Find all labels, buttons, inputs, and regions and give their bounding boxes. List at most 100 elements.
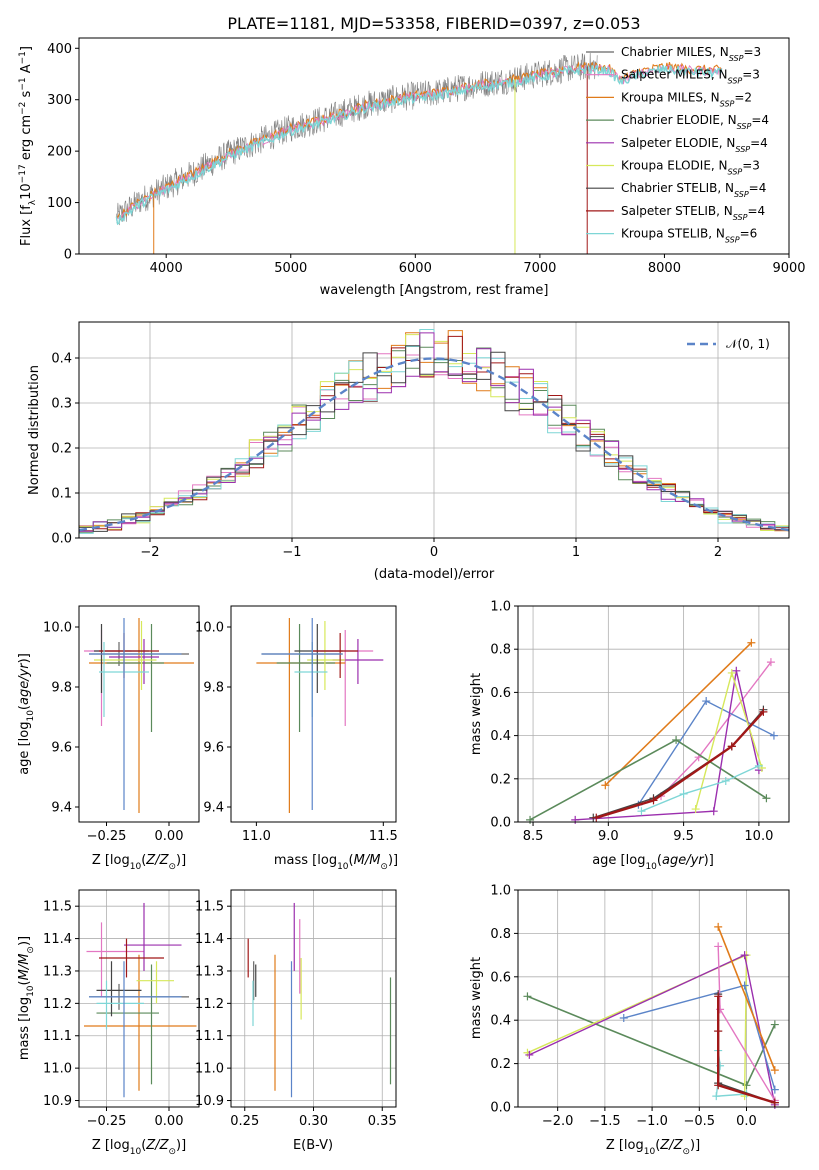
y-tick-label: 9.8 [51,681,72,696]
label-part: ( [141,853,146,868]
series-line [527,995,776,1087]
legend-sub: SSP [734,190,749,199]
normal-curve [78,357,790,532]
y-tick-label: 9.6 [51,741,72,756]
y-tick-label: 11.4 [43,932,72,947]
legend-entry: Kroupa STELIB, NSSP=6 [621,227,757,245]
data-point-marker [727,742,736,751]
label-part: )] [176,1138,186,1153]
legend-entry: Chabrier MILES, NSSP=3 [621,45,761,63]
label-part: )] [690,1138,700,1153]
label-part: ( [141,1138,146,1153]
mw-age-y-label: mass weight [469,673,484,755]
massweight_vs_age-frame [517,605,790,823]
legend-tail: =3 [742,68,760,82]
y-tick-label: 9.6 [203,741,224,756]
legend-entry: 𝒩(0, 1) [726,337,770,351]
x-tick-label: −1.0 [636,1114,668,1129]
data-point-marker [727,668,736,677]
y-tick-label: 9.4 [203,801,224,816]
x-tick-label: 4000 [150,261,183,276]
y-tick-label: 300 [47,93,72,108]
legend-entry: Kroupa ELODIE, NSSP=3 [621,159,760,177]
label-part: )] [388,853,398,868]
y-tick-label: 0.6 [490,970,511,985]
y-tick-label: 0.6 [490,686,511,701]
y-tick-label: 11.4 [195,932,224,947]
y-tick-label: 9.4 [51,801,72,816]
mass-z-x-label: Z [log10(Z/Z⊙)] [92,1138,186,1157]
x-tick-label: 0.35 [368,1114,397,1129]
label-part: λ [28,199,38,205]
x-tick-label: 2 [714,545,722,560]
histogram-y-label: Normed distribution [27,365,42,495]
legend-entry: Chabrier ELODIE, NSSP=4 [621,113,769,131]
y-tick-label: 11.3 [195,964,224,979]
legend-text: Salpeter ELODIE, N [621,136,735,150]
x-tick-label: −1.5 [589,1114,621,1129]
y-tick-label: 11.1 [43,1029,72,1044]
label-part: A [19,64,34,77]
massweight_vs_age-axes: 8.5 9.0 9.5 10.0 0.0 0.2 0.4 0.6 0.8 1.0 [490,600,789,844]
data-point-marker [747,638,756,647]
x-tick-label: 5000 [274,261,307,276]
legend-sub: SSP [735,144,750,153]
label-part: 10 [26,710,36,722]
y-tick-label: 0 [64,248,72,263]
legend-tail: =4 [750,136,768,150]
y-tick-label: 11.0 [195,1062,224,1077]
age_vs_Z-axes: −0.25 0.00 9.4 9.6 9.8 10.0 [43,618,194,844]
x-tick-label: 6000 [399,261,432,276]
y-tick-label: 10.0 [195,621,224,636]
legend-entry: Salpeter ELODIE, NSSP=4 [621,136,768,154]
mw-z-y-label: mass weight [469,957,484,1039]
data-point-marker [714,942,723,951]
label-part: 10 [130,1147,142,1157]
label-part: )] [17,936,32,946]
y-tick-label: 11.3 [43,964,72,979]
legend-text: Chabrier ELODIE, N [621,113,737,127]
y-tick-label: 0.0 [490,816,511,831]
data-point-marker [601,781,610,790]
label-part: 10 [644,1147,656,1157]
y-tick-label: 0.4 [490,729,511,744]
label-part: −1 [18,77,28,90]
label-part: 10 [26,985,36,997]
age-mass-x-label: mass [log10(M/M⊙)] [274,853,398,872]
y-tick-label: 400 [47,42,72,57]
x-tick-label: 0 [430,545,438,560]
legend-text: Chabrier STELIB, N [621,181,734,195]
mass-z-y-label: mass [log10(M/M⊙)] [17,936,36,1060]
massweight_vs_Z-frame [517,889,790,1108]
label-part: )] [17,653,32,663]
label-part: ( [349,853,354,868]
mass-ebv-x-label: E(B-V) [293,1138,333,1153]
legend-sub: SSP [720,99,735,108]
legend-entry: Salpeter MILES, NSSP=3 [621,68,760,86]
label-part: 10 [130,862,142,872]
legend-tail: =4 [751,113,769,127]
legend-tail: =3 [743,45,761,59]
x-tick-label: 0.30 [299,1114,328,1129]
data-point-marker [762,794,771,803]
data-point-marker [523,1048,532,1057]
legend-text: Chabrier MILES, N [621,45,729,59]
label-part: M/M [17,954,32,981]
data-point-marker [571,815,580,824]
label-part: ⊙ [168,1147,176,1157]
label-part: Z/Z [145,1138,169,1153]
label-part: ⊙ [26,946,36,954]
label-part: M/M [354,853,381,868]
x-tick-label: −2.0 [542,1114,574,1129]
x-tick-label: 9000 [772,261,805,276]
label-part: ( [17,705,32,710]
legend-tail: =6 [740,227,758,241]
data-point-marker [740,951,749,960]
y-tick-label: 0.0 [490,1101,511,1116]
x-tick-label: 8.5 [523,829,544,844]
y-tick-label: 11.2 [43,997,72,1012]
data-point-marker [721,776,730,785]
x-tick-label: −2 [140,545,159,560]
label-part: ( [657,853,662,868]
